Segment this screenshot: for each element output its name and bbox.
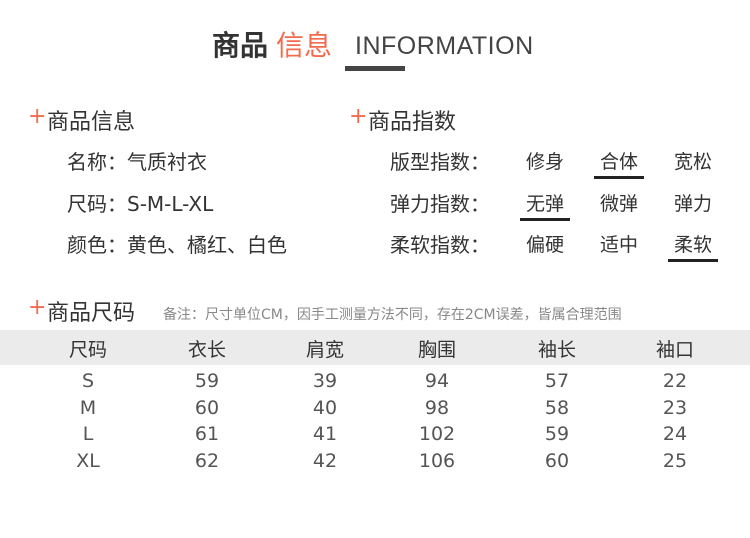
index-heading: 商品指数 (368, 110, 457, 135)
table-cell: 23 (662, 397, 688, 419)
plus-icon: + (28, 295, 47, 320)
table-cell: 60 (544, 450, 570, 472)
index-option-selected: 柔软 (668, 230, 718, 262)
title-dark: 商品 (212, 29, 269, 62)
index-option: 偏硬 (525, 234, 564, 256)
table-cell: 98 (424, 397, 450, 419)
table-cell: 57 (544, 370, 570, 392)
table-cell: S (81, 370, 95, 392)
table-cell: 41 (312, 423, 338, 445)
table-cell: 62 (194, 450, 220, 472)
table-cell: 42 (312, 450, 338, 472)
info-color: 颜色：黄色、橘红、白色 (67, 233, 287, 257)
column-header: 袖长 (537, 339, 576, 361)
column-header: 肩宽 (305, 339, 344, 361)
table-cell: 59 (544, 423, 570, 445)
table-cell: 102 (418, 423, 456, 445)
column-header: 袖口 (655, 339, 694, 361)
table-row: S 59 39 94 57 22 (0, 370, 750, 396)
index-label: 版型指数： (390, 150, 490, 174)
table-cell: 94 (424, 370, 450, 392)
table-cell: 106 (418, 450, 456, 472)
size-table-header: 尺码 衣长 肩宽 胸围 袖长 袖口 (0, 330, 750, 365)
table-cell: 40 (312, 397, 338, 419)
column-header: 胸围 (417, 339, 456, 361)
table-cell: XL (76, 450, 100, 472)
table-row: M 60 40 98 58 23 (0, 397, 750, 423)
table-cell: 25 (662, 450, 688, 472)
index-option: 微弹 (599, 193, 638, 215)
column-header: 尺码 (68, 339, 107, 361)
index-option: 宽松 (673, 151, 712, 173)
index-option-selected: 合体 (594, 147, 644, 179)
table-cell: 39 (312, 370, 338, 392)
index-option: 修身 (525, 151, 564, 173)
size-heading: 商品尺码 (47, 301, 136, 326)
table-row: L 61 41 102 59 24 (0, 423, 750, 449)
table-row: XL 62 42 106 60 25 (0, 450, 750, 476)
title-english: INFORMATION (355, 32, 534, 60)
info-size: 尺码：S-M-L-XL (67, 192, 214, 216)
table-cell: 24 (662, 423, 688, 445)
table-cell: 59 (194, 370, 220, 392)
info-heading: 商品信息 (47, 110, 136, 135)
column-header: 衣长 (187, 339, 226, 361)
index-label: 弹力指数： (390, 192, 490, 216)
index-option-selected: 无弹 (520, 189, 570, 221)
info-name: 名称：气质衬衣 (67, 150, 207, 174)
table-cell: 22 (662, 370, 688, 392)
title-underline-bar (345, 66, 405, 71)
table-cell: L (82, 423, 94, 445)
size-note: 备注：尺寸单位CM，因手工测量方法不同，存在2CM误差，皆属合理范围 (163, 307, 622, 323)
table-cell: 61 (194, 423, 220, 445)
plus-icon: + (28, 104, 47, 129)
table-cell: M (79, 397, 97, 419)
table-cell: 60 (194, 397, 220, 419)
index-option: 适中 (599, 234, 638, 256)
table-cell: 58 (544, 397, 570, 419)
index-option: 弹力 (673, 193, 712, 215)
title-accent: 信息 (276, 29, 333, 62)
index-label: 柔软指数： (390, 233, 490, 257)
plus-icon: + (349, 104, 368, 129)
